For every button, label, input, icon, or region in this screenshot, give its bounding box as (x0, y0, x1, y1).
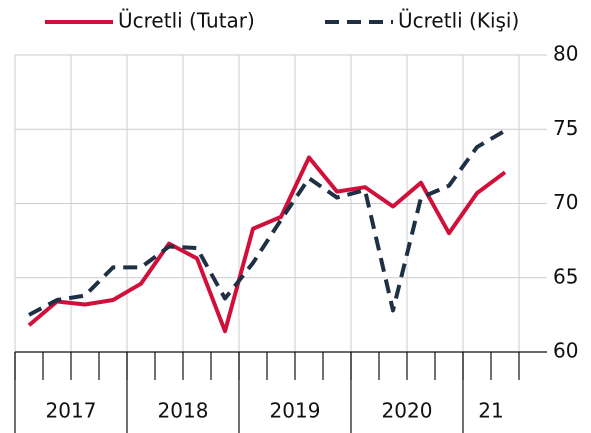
y-tick-label: 70 (553, 190, 578, 214)
series-line (28, 129, 507, 317)
x-group-label: 2019 (270, 399, 321, 423)
series-line (27, 155, 507, 334)
y-tick-label: 60 (553, 339, 578, 363)
legend-label: Ücretli (Kişi) (398, 9, 519, 33)
y-tick-label: 65 (553, 264, 578, 288)
x-group-label: 2017 (46, 399, 97, 423)
legend-label: Ücretli (Tutar) (118, 9, 255, 33)
x-group-label: 2018 (158, 399, 209, 423)
y-tick-label: 80 (553, 42, 578, 66)
x-group-label: 2020 (382, 399, 433, 423)
y-tick-label: 75 (553, 116, 578, 140)
x-group-label: 21 (478, 399, 503, 423)
